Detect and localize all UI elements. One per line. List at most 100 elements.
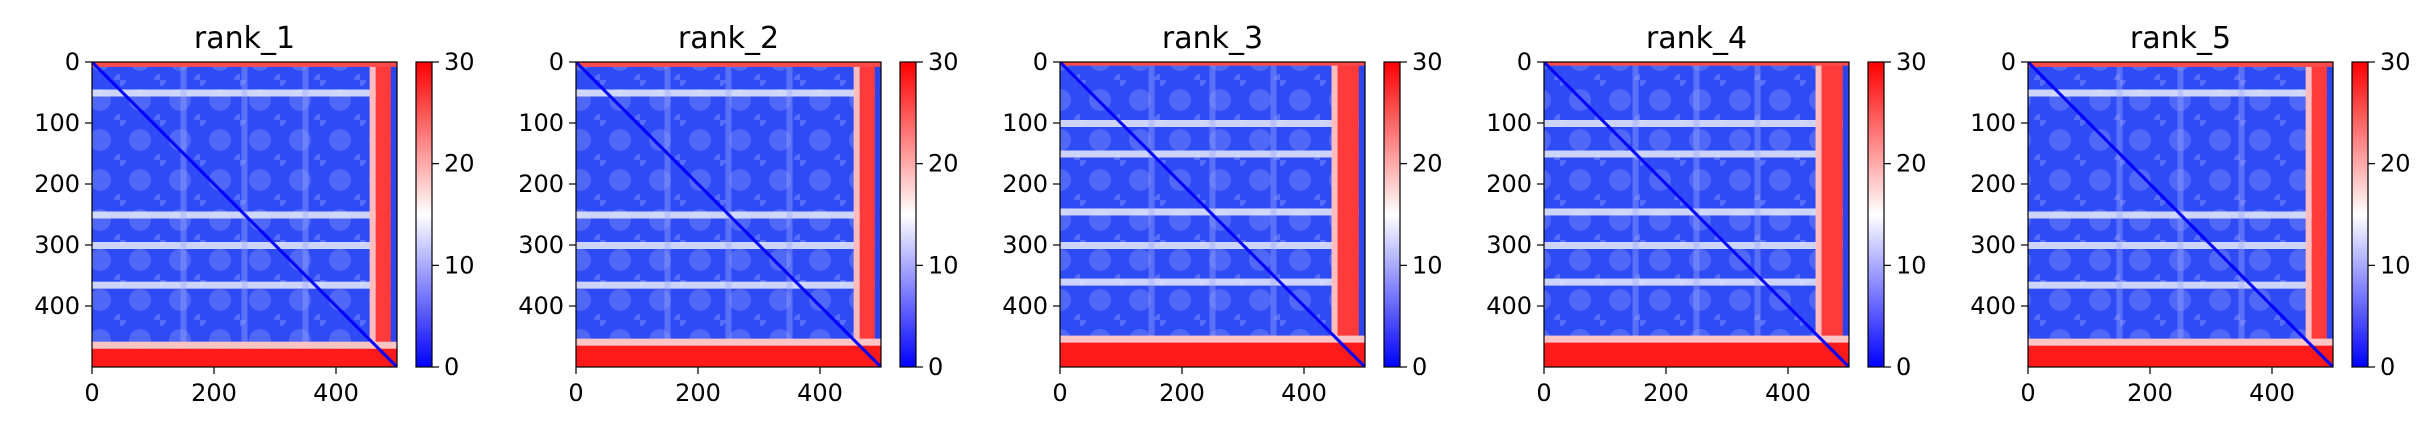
colorbar-tick-label: 10: [2380, 251, 2411, 279]
light-band-1: [576, 89, 881, 97]
red-bottom-edge: [92, 341, 397, 349]
axes-frame: [91, 61, 398, 368]
colorbar: 0 10 20 30: [1383, 48, 1443, 381]
colorbar-tick-label: 10: [444, 251, 475, 279]
y-tick-label: 300: [518, 231, 564, 259]
colorbar-tick-label: 0: [1896, 353, 1911, 381]
light-band-4: [1544, 242, 1849, 249]
red-column-edge: [2305, 62, 2312, 367]
colorbar-gradient: [2351, 61, 2369, 368]
red-bottom-edge: [1060, 335, 1365, 343]
colorbar-gradient: [1383, 61, 1401, 368]
red-top-band: [2028, 62, 2333, 67]
y-tick-label: 400: [1970, 292, 2016, 320]
red-bottom-edge: [576, 338, 881, 346]
light-band-3: [576, 242, 881, 249]
light-vband-1: [1632, 62, 1639, 367]
x-tick-label: 0: [84, 379, 99, 407]
colorbar-tick-label: 30: [444, 48, 475, 76]
light-vband-1: [664, 62, 671, 367]
y-tick-label: 200: [1486, 170, 1532, 198]
y-tick-label: 200: [518, 170, 564, 198]
red-top-band: [92, 62, 397, 67]
light-band-4: [576, 281, 881, 289]
y-tick-label: 0: [65, 48, 80, 76]
light-band-4: [1060, 242, 1365, 249]
red-column: [1337, 62, 1359, 367]
colorbar-gradient: [1867, 61, 1885, 368]
axes-frame: [1059, 61, 1366, 368]
x-tick-label: 200: [1643, 379, 1689, 407]
y-tick-label: 400: [1002, 292, 1048, 320]
red-top-band: [1060, 62, 1365, 66]
y-tick-label: 200: [34, 170, 80, 198]
light-vband-1: [180, 62, 187, 367]
red-column-edge: [1815, 62, 1822, 367]
y-tick-label: 0: [549, 48, 564, 76]
heatmap-cells: [1544, 62, 1849, 367]
colorbar-tick-label: 0: [928, 353, 943, 381]
heatmap-panel-1: rank_1 0 200 400 0 100 200 300 400 0 10 20 30: [34, 21, 474, 407]
light-band-3: [1060, 208, 1365, 216]
colorbar: 0 10 20 30: [1867, 48, 1927, 381]
panel-title: rank_5: [2130, 21, 2231, 56]
y-tick-label: 400: [518, 292, 564, 320]
light-band-5: [1060, 278, 1365, 286]
y-tick-label: 400: [34, 292, 80, 320]
y-tick-label: 100: [34, 109, 80, 137]
colorbar-tick-label: 20: [928, 150, 959, 178]
colorbar-tick-label: 10: [1412, 251, 1443, 279]
diagonal-line: [92, 62, 397, 367]
colorbar-tick-label: 0: [444, 353, 459, 381]
light-band-3: [1544, 208, 1849, 216]
heatmap-cells: [2028, 62, 2333, 367]
right-blue-strip: [2326, 62, 2333, 367]
x-tick-label: 400: [1765, 379, 1811, 407]
red-column-edge: [1331, 62, 1338, 367]
red-bottom-band: [576, 345, 881, 367]
light-band-2: [1060, 150, 1365, 158]
red-top-band: [1544, 62, 1849, 66]
colorbar: 0 10 20 30: [415, 48, 475, 381]
x-tick-label: 0: [1536, 379, 1551, 407]
x-tick-label: 200: [1159, 379, 1205, 407]
colorbar-tick-label: 30: [2380, 48, 2411, 76]
colorbar-tick-label: 10: [1896, 251, 1927, 279]
red-column: [859, 62, 875, 367]
colorbar: 0 10 20 30: [899, 48, 959, 381]
colorbar-tick-label: 30: [1896, 48, 1927, 76]
light-vband-3: [1754, 62, 1761, 367]
x-tick-label: 0: [2020, 379, 2035, 407]
light-vband-3: [1270, 62, 1277, 367]
colorbar-tick-label: 20: [444, 150, 475, 178]
x-tick-label: 0: [1052, 379, 1067, 407]
colorbar-gradient: [415, 61, 433, 368]
red-bottom-edge: [2028, 338, 2333, 346]
colorbar-gradient: [899, 61, 917, 368]
diagonal-line: [2028, 62, 2333, 367]
colorbar-tick-label: 30: [1412, 48, 1443, 76]
heatmap-cells: [576, 62, 881, 367]
axes-frame: [1543, 61, 1850, 368]
light-band-4: [2028, 281, 2333, 289]
colorbar-tick-label: 20: [1896, 150, 1927, 178]
red-bottom-edge: [1544, 335, 1849, 343]
axes-frame: [2027, 61, 2334, 368]
light-band-5: [1544, 278, 1849, 286]
y-tick-label: 100: [1486, 109, 1532, 137]
heatmap-panel-5: rank_5 0 200 400 0 100 200 300 400 0 10 20 30: [1970, 21, 2410, 407]
colorbar: 0 10 20 30: [2351, 48, 2411, 381]
right-blue-strip: [1842, 62, 1849, 367]
red-column-edge: [369, 62, 376, 367]
red-bottom-band: [1060, 342, 1365, 367]
x-tick-label: 200: [191, 379, 237, 407]
x-tick-label: 400: [1281, 379, 1327, 407]
panel-title: rank_3: [1162, 21, 1263, 56]
light-vband-3: [2238, 62, 2245, 367]
y-tick-label: 0: [2001, 48, 2016, 76]
y-tick-label: 300: [1970, 231, 2016, 259]
heatmap-cells: [92, 62, 397, 367]
light-vband-3: [786, 62, 793, 367]
light-vband-1: [1148, 62, 1155, 367]
